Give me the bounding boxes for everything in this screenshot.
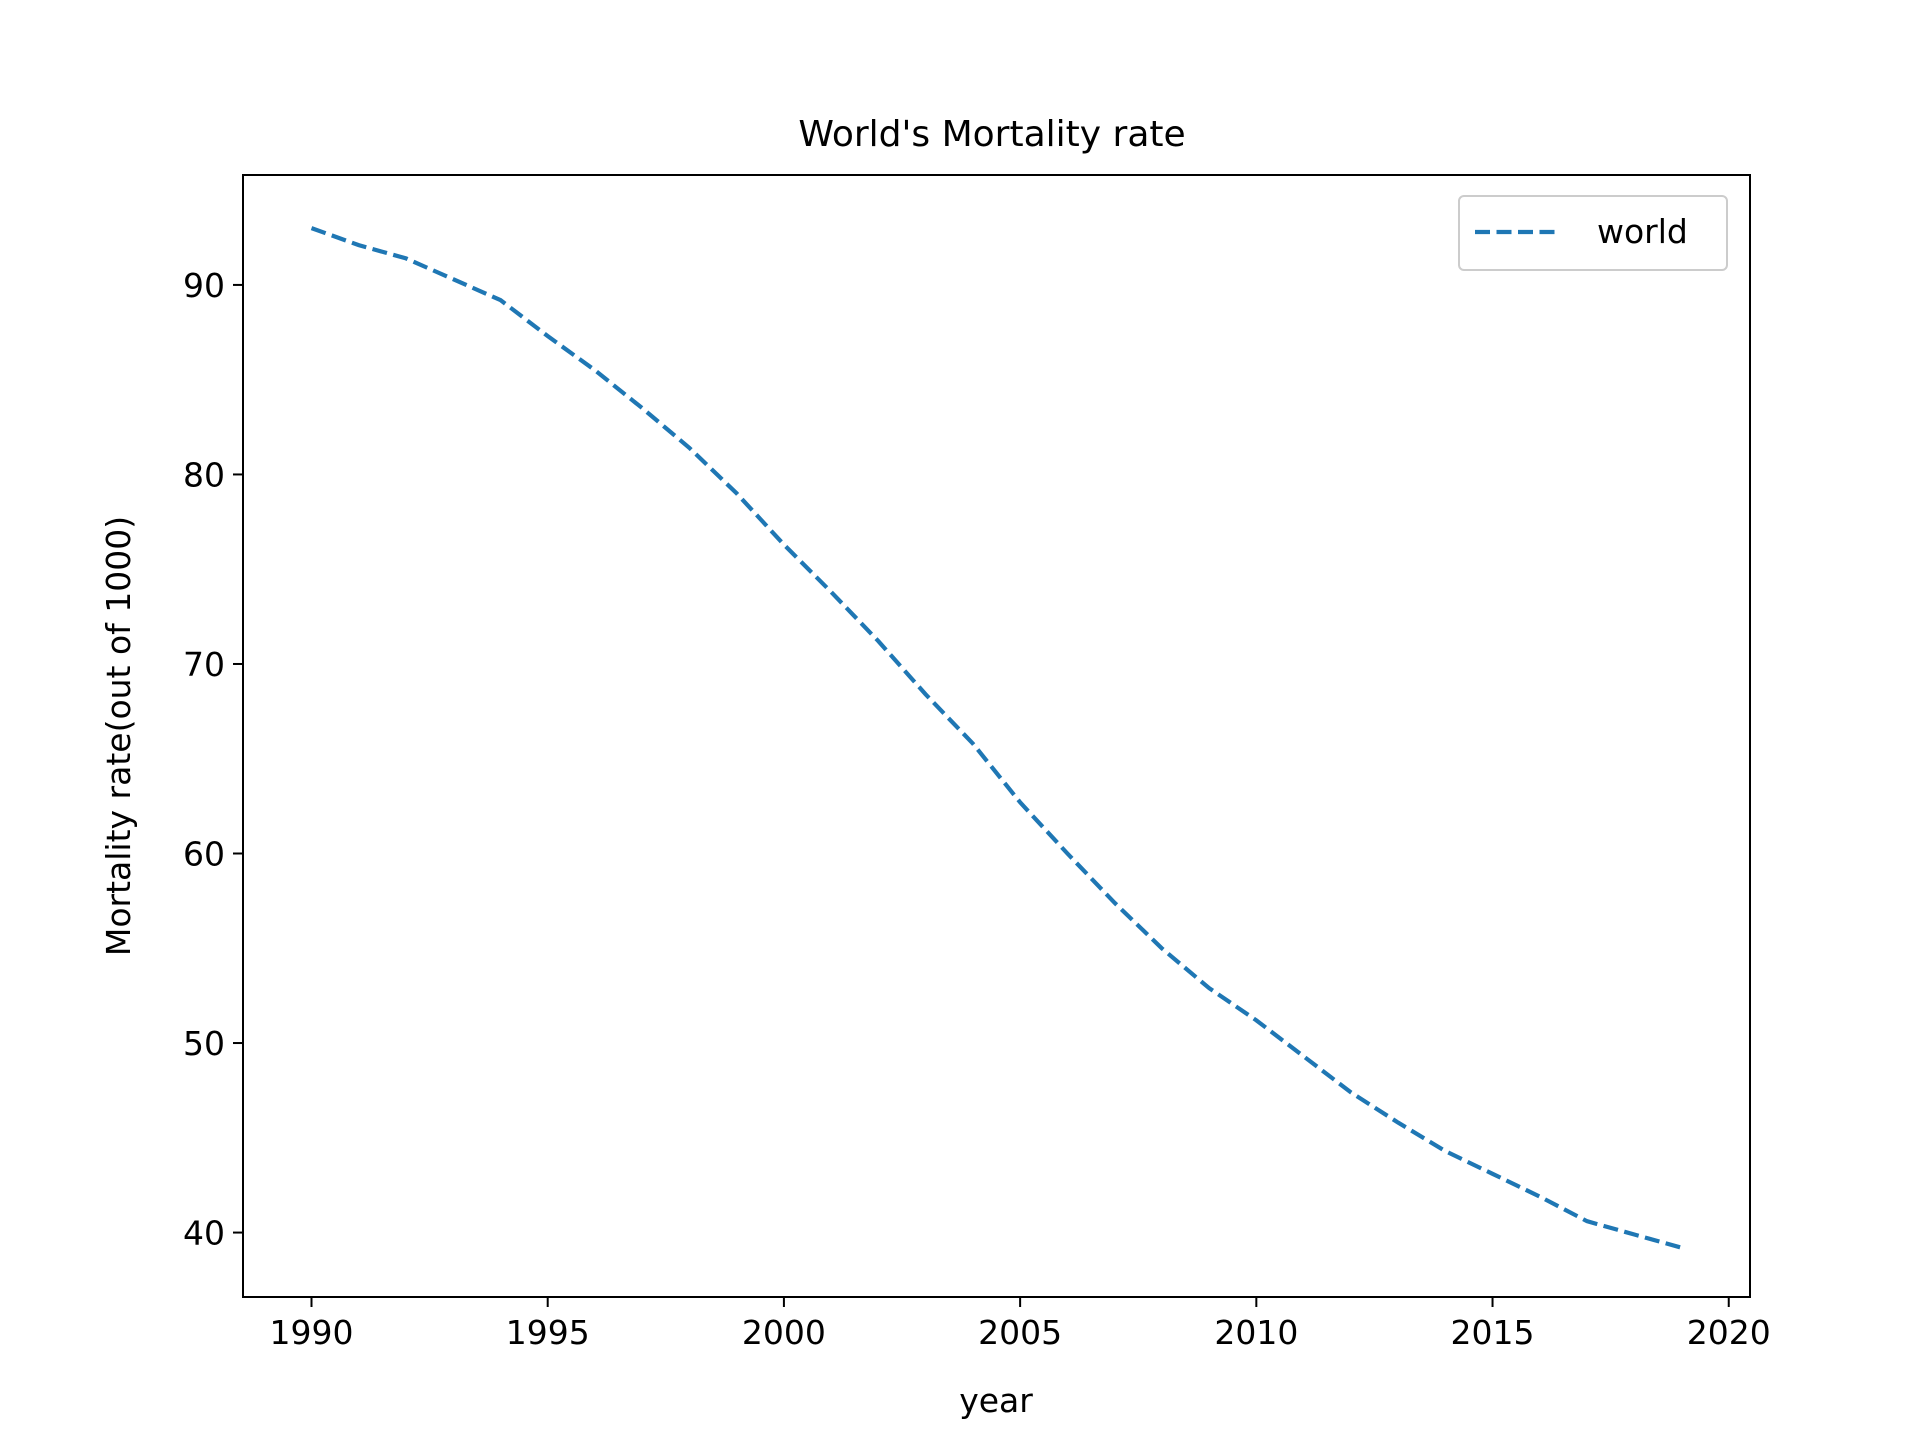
legend: world	[1458, 195, 1728, 271]
y-tick-label: 80	[183, 455, 225, 494]
legend-label-world: world	[1597, 212, 1688, 251]
x-axis-label: year	[959, 1381, 1033, 1420]
chart-title: World's Mortality rate	[798, 114, 1185, 155]
plot-frame	[242, 174, 1751, 1298]
x-tick-label: 2015	[1451, 1313, 1535, 1352]
y-tick-label: 60	[183, 835, 225, 874]
x-tick-label: 1995	[506, 1313, 590, 1352]
x-tick-label: 2000	[742, 1313, 826, 1352]
legend-box	[1458, 195, 1728, 271]
x-axis-ticks: 1990 1995 2000 2005 2010 2015 2020	[270, 1297, 1771, 1352]
y-axis-label: Mortality rate(out of 1000)	[99, 516, 138, 956]
y-axis-ticks: 40 50 60 70 80 90	[183, 266, 243, 1253]
x-tick-label: 2020	[1687, 1313, 1771, 1352]
x-tick-label: 2005	[978, 1313, 1062, 1352]
series-line-world	[310, 226, 1683, 1250]
y-tick-label: 40	[183, 1214, 225, 1253]
y-tick-label: 50	[183, 1024, 225, 1063]
x-tick-label: 1990	[270, 1313, 354, 1352]
y-tick-label: 70	[183, 645, 225, 684]
y-tick-label: 90	[183, 266, 225, 305]
x-tick-label: 2010	[1214, 1313, 1298, 1352]
